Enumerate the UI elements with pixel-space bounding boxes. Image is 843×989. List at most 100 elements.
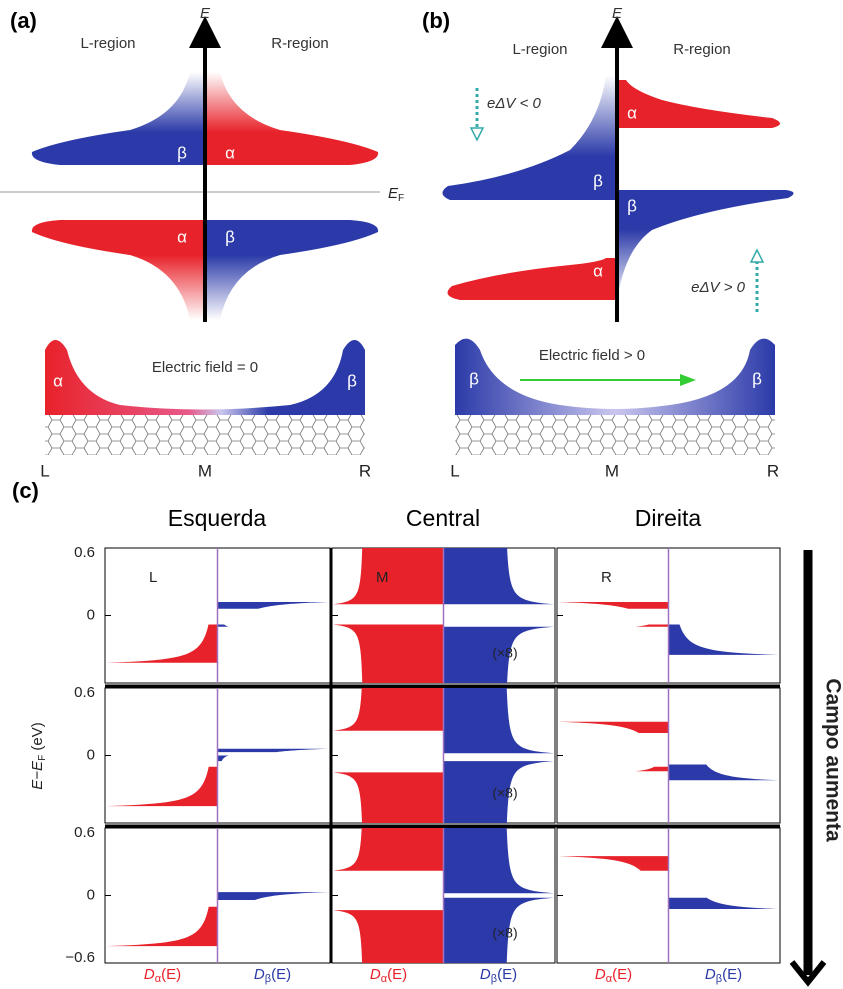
spin-label: β bbox=[752, 369, 762, 388]
spin-label: α bbox=[177, 227, 187, 246]
dos-curve bbox=[668, 897, 779, 909]
label-part: D bbox=[254, 966, 265, 983]
field-label: Electric field = 0 bbox=[152, 359, 258, 376]
region-label: R-region bbox=[673, 41, 731, 58]
edge-state bbox=[45, 340, 365, 415]
dos-lobe bbox=[31, 220, 205, 320]
position-label: L bbox=[40, 461, 49, 480]
column-header: Esquerda bbox=[168, 505, 267, 531]
region-label: L-region bbox=[80, 35, 135, 52]
label-part: (E) bbox=[722, 966, 742, 983]
spin-label: β bbox=[469, 369, 479, 388]
y-tick-label: 0 bbox=[87, 746, 95, 763]
side-label: Campo aumenta bbox=[821, 678, 843, 842]
region-label: L-region bbox=[512, 41, 567, 58]
region-label: R-region bbox=[271, 35, 329, 52]
dos-curve bbox=[333, 688, 444, 731]
y-tick-label: 0 bbox=[87, 606, 95, 623]
bias-label: eΔV > 0 bbox=[691, 279, 746, 296]
cell-label: R bbox=[601, 569, 612, 586]
cell-label: L bbox=[149, 569, 157, 586]
label-part: D bbox=[705, 966, 716, 983]
dos-curve bbox=[217, 748, 329, 753]
graphene-ribbon bbox=[45, 415, 365, 455]
spin-label: α bbox=[627, 103, 637, 122]
label-part: D bbox=[370, 966, 381, 983]
label-part: (E) bbox=[612, 966, 632, 983]
dos-curve bbox=[443, 548, 554, 605]
panel-label: (b) bbox=[422, 8, 450, 33]
dos-curve bbox=[443, 761, 554, 823]
dos-curve bbox=[443, 626, 554, 683]
spin-label: β bbox=[225, 227, 235, 246]
label-part: α bbox=[155, 973, 162, 985]
y-tick-label: 0.6 bbox=[74, 824, 95, 841]
bias-arrow-head bbox=[469, 127, 485, 142]
panel-c: (c) Esquerda Central Direita E−EF (eV) C… bbox=[12, 478, 843, 987]
column-header: Direita bbox=[635, 505, 702, 531]
dos-curve bbox=[668, 624, 779, 655]
label-part: β bbox=[265, 973, 271, 985]
label-part: β bbox=[491, 973, 497, 985]
position-label: M bbox=[198, 461, 212, 480]
dos-curve bbox=[106, 766, 218, 807]
dos-lobe bbox=[447, 258, 617, 300]
dos-curve bbox=[558, 602, 669, 609]
dos-curve bbox=[558, 856, 669, 871]
label-part: (E) bbox=[497, 966, 517, 983]
dos-curve bbox=[333, 548, 444, 605]
dos-lobe bbox=[205, 72, 379, 165]
dos-curve bbox=[106, 624, 218, 663]
x-axis-label: Dα(E) bbox=[144, 966, 181, 985]
field-increase-arrow-head bbox=[789, 960, 827, 987]
label-part: D bbox=[595, 966, 606, 983]
y-tick-label: 0.6 bbox=[74, 684, 95, 701]
label-part: (E) bbox=[271, 966, 291, 983]
spin-label: α bbox=[225, 143, 235, 162]
dos-curve bbox=[333, 910, 444, 963]
dos-curve bbox=[217, 892, 329, 900]
dos-lobe bbox=[205, 220, 379, 320]
bias-arrow-head bbox=[749, 248, 765, 263]
dos-curve bbox=[668, 764, 779, 781]
x-axis-label: Dα(E) bbox=[370, 966, 407, 985]
panel-b: (b) E L-region R-region α β β α eΔV < 0 … bbox=[422, 5, 794, 480]
dos-curve bbox=[333, 828, 444, 871]
dos-curve bbox=[106, 906, 218, 947]
graphene-ribbon bbox=[455, 415, 775, 455]
dos-curve bbox=[558, 721, 669, 733]
position-label: L bbox=[450, 461, 459, 480]
column-header: Central bbox=[406, 505, 480, 531]
dos-curve bbox=[333, 772, 444, 823]
spin-label: α bbox=[593, 261, 603, 280]
dos-curve bbox=[217, 755, 229, 762]
y-tick-label: −0.6 bbox=[65, 949, 95, 966]
position-label: R bbox=[359, 461, 371, 480]
spin-label: β bbox=[627, 196, 637, 215]
panel-label: (c) bbox=[12, 478, 39, 503]
edge-state bbox=[455, 338, 775, 415]
x-axis-label: Dβ(E) bbox=[254, 966, 291, 985]
dos-lobe bbox=[617, 190, 794, 302]
y-tick-label: 0 bbox=[87, 886, 95, 903]
spin-label: α bbox=[53, 371, 63, 390]
dos-curve bbox=[217, 602, 329, 609]
dos-lobe bbox=[31, 72, 205, 165]
dos-curve bbox=[443, 897, 554, 963]
label-part: α bbox=[381, 973, 388, 985]
scale-note: (×8) bbox=[492, 785, 517, 801]
dos-lobe bbox=[617, 80, 780, 128]
fermi-label: EF bbox=[388, 185, 404, 204]
dos-lobe bbox=[442, 75, 617, 200]
panel-a: (a) E L-region R-region β α α β Electric… bbox=[0, 5, 380, 480]
dos-curve bbox=[443, 828, 554, 894]
spin-label: β bbox=[177, 143, 187, 162]
label-part: D bbox=[480, 966, 491, 983]
label-part: D bbox=[144, 966, 155, 983]
y-tick-label: 0.6 bbox=[74, 544, 95, 561]
x-axis-label: Dβ(E) bbox=[480, 966, 517, 985]
dos-curve bbox=[333, 624, 444, 683]
spin-label: β bbox=[593, 171, 603, 190]
